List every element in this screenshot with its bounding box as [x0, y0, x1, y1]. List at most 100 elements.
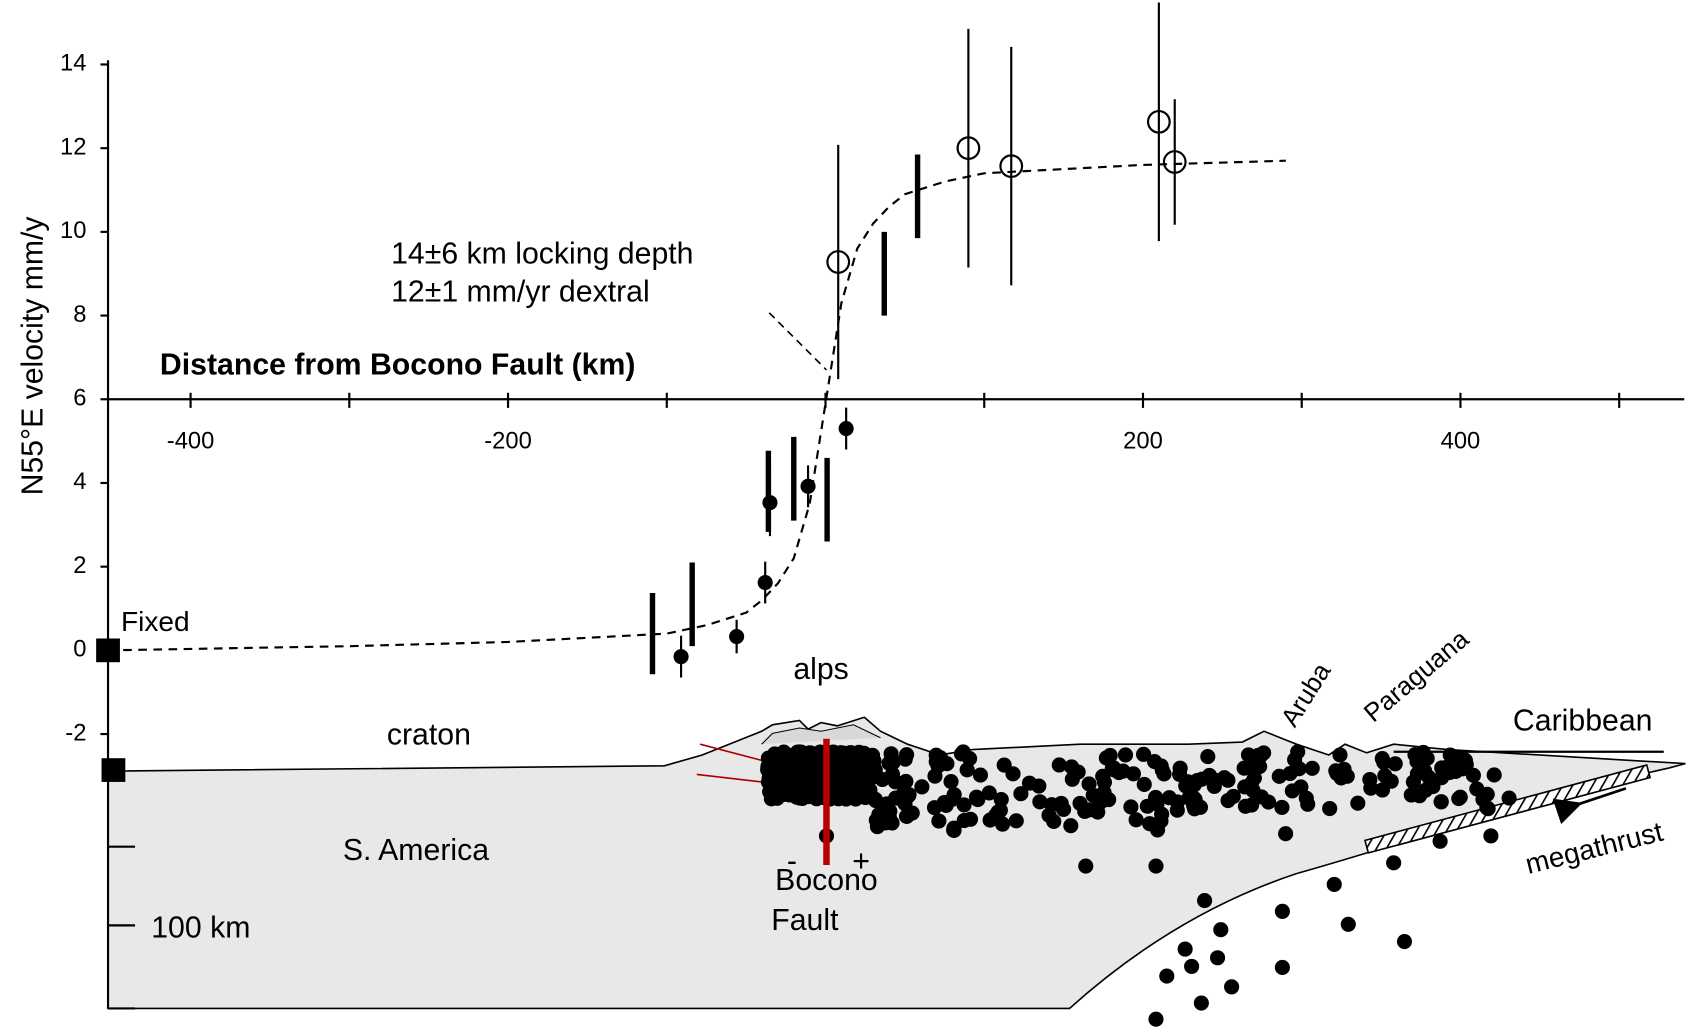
leader-line [769, 313, 826, 370]
earthquake [1194, 772, 1209, 787]
earthquake [1213, 922, 1228, 937]
earthquake [870, 819, 885, 834]
earthquake [1404, 787, 1419, 802]
earthquake [931, 813, 946, 828]
continent-label: S. America [343, 834, 489, 867]
earthquake [1332, 747, 1347, 762]
sign-label: + [852, 845, 870, 878]
earthquake [1197, 893, 1212, 908]
earthquake [1200, 749, 1215, 764]
page: craton alps S. America Bocono Fault - + … [0, 0, 1694, 1030]
filled-point [758, 575, 773, 590]
earthquake [1153, 813, 1168, 828]
earthquake [1156, 766, 1171, 781]
x-tick-label: 400 [1441, 429, 1481, 455]
earthquake [1292, 761, 1307, 776]
earthquake [956, 744, 971, 759]
earthquake [1064, 759, 1079, 774]
earthquake [937, 795, 952, 810]
earthquake [1082, 802, 1097, 817]
y-tick-label: 2 [73, 553, 86, 579]
earthquake [993, 803, 1008, 818]
earthquake [1031, 778, 1046, 793]
earthquake [943, 774, 958, 789]
y-tick-label: 10 [60, 218, 86, 244]
earthquake [1502, 791, 1517, 806]
earthquake [865, 748, 880, 763]
earthquake [1178, 942, 1193, 957]
fixed-label: Fixed [121, 606, 190, 637]
reference-site [102, 758, 126, 782]
earthquake [862, 786, 877, 801]
earthquake [1305, 761, 1320, 776]
earthquake [1123, 799, 1138, 814]
earthquake [834, 747, 849, 762]
earthquake [1054, 796, 1069, 811]
thrust-label: megathrust [1522, 816, 1666, 880]
earthquake [1487, 767, 1502, 782]
earthquake [882, 756, 897, 771]
earthquake [1063, 818, 1078, 833]
earthquake [1274, 800, 1289, 815]
earthquake [803, 761, 818, 776]
earthquake [1184, 959, 1199, 974]
earthquake [1238, 799, 1253, 814]
y-tick-label: 6 [73, 386, 86, 412]
earthquake [1327, 877, 1342, 892]
cross-section: craton alps S. America Bocono Fault - + … [102, 625, 1686, 1027]
earthquake [1455, 761, 1470, 776]
earthquake [1140, 799, 1155, 814]
earthquake [1148, 859, 1163, 874]
x-tick-label: -400 [167, 429, 215, 455]
alps-label: alps [793, 653, 848, 686]
annotation: 12±1 mm/yr dextral [391, 275, 650, 308]
earthquake [1275, 904, 1290, 919]
earthquake [1162, 790, 1177, 805]
earthquake [1046, 814, 1061, 829]
earthquake [957, 797, 972, 812]
scale-label: 100 km [151, 912, 250, 945]
earthquake [1469, 781, 1484, 796]
earthquake [1032, 794, 1047, 809]
earthquake [875, 772, 890, 787]
annotation: 14±6 km locking depth [391, 238, 693, 271]
earthquake [1129, 812, 1144, 827]
earthquake [1329, 766, 1344, 781]
earthquake [1244, 776, 1259, 791]
earthquake [802, 787, 817, 802]
fixed-point [96, 638, 120, 662]
y-tick-label: 12 [60, 134, 86, 160]
y-tick-label: 0 [73, 637, 86, 663]
earthquake [1388, 756, 1403, 771]
earthquake [1290, 744, 1305, 759]
earthquake [829, 790, 844, 805]
earthquake [1397, 934, 1412, 949]
earthquake [1137, 777, 1152, 792]
earthquake [1421, 770, 1436, 785]
filled-point [762, 495, 777, 510]
earthquake [1479, 800, 1494, 815]
earthquake [1194, 995, 1209, 1010]
filled-point [800, 479, 815, 494]
earthquake [1217, 770, 1232, 785]
earthquake [882, 810, 897, 825]
earthquake [982, 785, 997, 800]
earthquake [1483, 828, 1498, 843]
earthquake [1350, 796, 1365, 811]
earthquake [1386, 855, 1401, 870]
earthquake [1278, 826, 1293, 841]
earthquake [1148, 1012, 1163, 1027]
earthquake [1220, 793, 1235, 808]
earthquake [1299, 791, 1314, 806]
y-tick-label: -2 [65, 720, 86, 746]
y-tick-label: 14 [60, 51, 86, 77]
earthquake [960, 762, 975, 777]
earthquake [1013, 786, 1028, 801]
island-label: Aruba [1276, 658, 1337, 732]
island-label: Paraguana [1359, 625, 1475, 728]
earthquake [1322, 801, 1337, 816]
x-tick-label: -200 [484, 429, 532, 455]
earthquake [768, 769, 783, 784]
model-curve [108, 161, 1286, 651]
x-tick-label: 200 [1123, 429, 1163, 455]
